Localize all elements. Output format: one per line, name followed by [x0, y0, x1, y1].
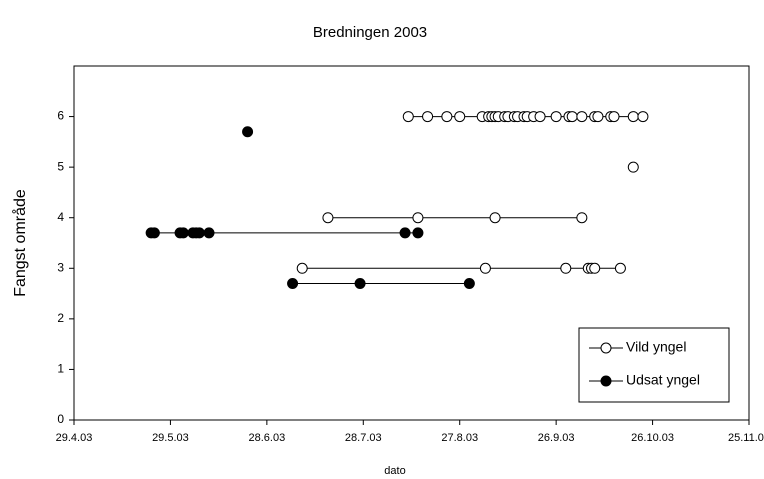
y-tick-label: 4 — [57, 210, 64, 224]
point — [203, 227, 215, 239]
y-tick-label: 6 — [57, 109, 64, 123]
x-tick-label: 25.11.03 — [728, 432, 764, 444]
legend-label: Vild yngel — [626, 339, 686, 355]
y-tick-label: 0 — [57, 412, 64, 426]
point — [463, 277, 475, 289]
point — [576, 111, 588, 123]
point — [402, 111, 414, 123]
y-tick-label: 5 — [57, 159, 64, 173]
legend-marker — [600, 375, 612, 387]
point — [412, 227, 424, 239]
point — [322, 212, 334, 224]
x-tick-label: 28.7.03 — [345, 432, 382, 444]
point — [242, 126, 254, 138]
point — [614, 262, 626, 274]
point — [287, 277, 299, 289]
x-tick-label: 29.4.03 — [56, 432, 93, 444]
point — [589, 262, 601, 274]
point — [399, 227, 411, 239]
chart-title: Bredningen 2003 — [313, 24, 427, 41]
point — [148, 227, 160, 239]
x-axis-label: dato — [384, 465, 405, 477]
point — [489, 212, 501, 224]
legend-box — [578, 327, 730, 403]
point — [560, 262, 572, 274]
y-tick-label: 1 — [57, 362, 64, 376]
plot-frame — [73, 65, 750, 421]
point — [412, 212, 424, 224]
point — [296, 262, 308, 274]
x-tick-label: 26.9.03 — [538, 432, 575, 444]
point — [534, 111, 546, 123]
x-tick-label: 29.5.03 — [152, 432, 189, 444]
point — [637, 111, 649, 123]
point — [627, 161, 639, 173]
point — [592, 111, 604, 123]
point — [441, 111, 453, 123]
y-tick-label: 2 — [57, 311, 64, 325]
point — [479, 262, 491, 274]
x-tick-label: 26.10.03 — [631, 432, 674, 444]
point — [354, 277, 366, 289]
y-axis-label: Fangst område — [11, 189, 29, 297]
point — [422, 111, 434, 123]
point — [454, 111, 466, 123]
point — [627, 111, 639, 123]
point — [566, 111, 578, 123]
point — [608, 111, 620, 123]
point — [550, 111, 562, 123]
x-tick-label: 27.8.03 — [441, 432, 478, 444]
legend-marker — [600, 342, 612, 354]
point — [177, 227, 189, 239]
legend-label: Udsat yngel — [626, 372, 700, 388]
y-tick-label: 3 — [57, 260, 64, 274]
point — [193, 227, 205, 239]
point — [576, 212, 588, 224]
x-tick-label: 28.6.03 — [249, 432, 286, 444]
